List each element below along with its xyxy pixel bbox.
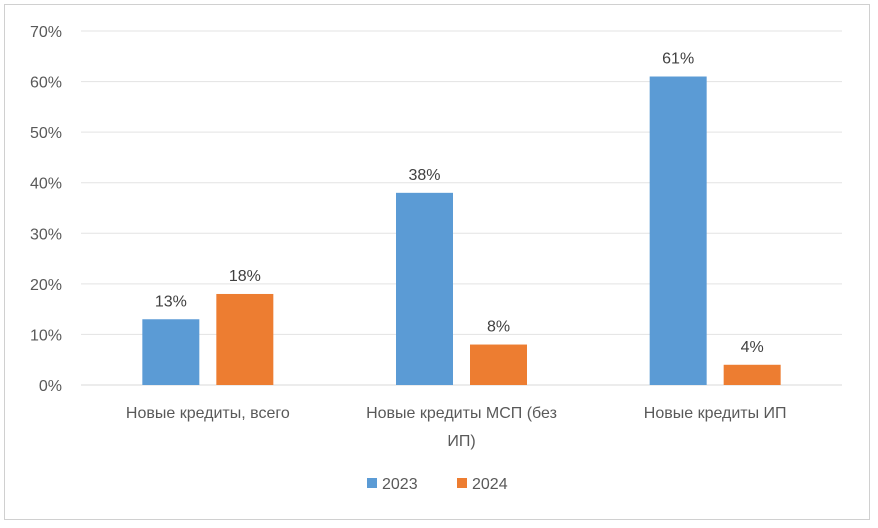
y-tick-label: 40%	[30, 176, 62, 193]
data-label: 13%	[155, 293, 187, 310]
bar-2023	[396, 192, 453, 385]
y-tick-label: 20%	[30, 277, 62, 294]
bar-2024	[216, 293, 274, 385]
legend-label: 2024	[472, 476, 508, 493]
bar-2024	[723, 364, 781, 385]
legend-swatch-2023	[367, 478, 377, 488]
category-label: Новые кредиты ИП	[644, 405, 787, 422]
data-label: 18%	[229, 268, 261, 285]
data-label: 8%	[487, 319, 510, 336]
legend-label: 2023	[382, 476, 418, 493]
category-label: ИП)	[447, 433, 475, 450]
category-label: Новые кредиты МСП (без	[366, 405, 557, 422]
y-tick-label: 10%	[30, 327, 62, 344]
y-tick-label: 50%	[30, 125, 62, 142]
y-tick-label: 70%	[30, 24, 62, 41]
data-label: 61%	[662, 51, 694, 68]
bar-2024	[470, 344, 527, 385]
y-tick-label: 0%	[39, 378, 62, 395]
category-label: Новые кредиты, всего	[126, 405, 290, 422]
bar-2023	[649, 76, 707, 385]
legend-swatch-2024	[457, 478, 467, 488]
data-label: 38%	[408, 167, 440, 184]
data-label: 4%	[741, 339, 764, 356]
bar-2023	[142, 319, 200, 385]
y-tick-label: 60%	[30, 75, 62, 92]
y-tick-label: 30%	[30, 226, 62, 243]
